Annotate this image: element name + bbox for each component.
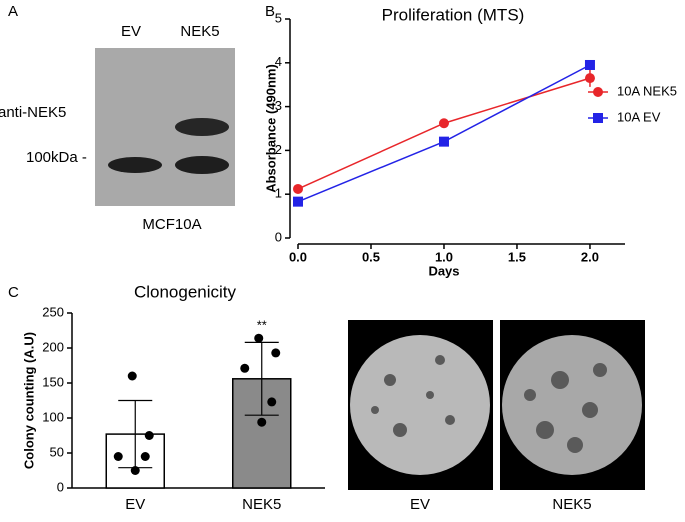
data-point: [254, 333, 264, 343]
data-point: [127, 371, 137, 381]
legend-label: 10A NEK5: [617, 83, 677, 98]
point: [584, 73, 595, 84]
panel-letter: B: [265, 3, 275, 20]
chart-title: Proliferation (MTS): [382, 5, 525, 24]
significance: **: [257, 317, 267, 332]
colonies: [371, 355, 607, 453]
series-line: [297, 64, 591, 203]
y-tick-label: 2: [275, 142, 282, 157]
y-axis-title: Absorbance (490nm): [263, 64, 278, 193]
data-point: [140, 452, 150, 461]
legend-marker: [593, 87, 603, 97]
legend-label: 10A EV: [617, 109, 661, 124]
y-tick-label: 4: [275, 54, 282, 69]
point: [438, 118, 449, 129]
blot-band: [175, 156, 229, 174]
colony-dish: [350, 335, 490, 475]
data-point: [257, 417, 267, 427]
series-line: [297, 77, 591, 190]
y-tick-label: 150: [42, 374, 64, 389]
x-tick-label: 0.0: [289, 249, 307, 264]
image-label: NEK5: [552, 496, 591, 513]
y-tick-label: 250: [42, 304, 64, 319]
y-tick-label: 3: [275, 98, 282, 113]
data-point: [267, 397, 277, 407]
y-tick-label: 5: [275, 10, 282, 25]
point: [293, 196, 303, 207]
marker-label: 100kDa -: [26, 149, 87, 166]
lane-label: NEK5: [180, 23, 219, 40]
y-tick-label: 100: [42, 409, 64, 424]
point: [584, 59, 595, 70]
data-point: [113, 452, 123, 461]
x-tick-label: 0.5: [362, 249, 380, 264]
data-point: [240, 363, 250, 373]
y-tick-label: 50: [50, 444, 64, 459]
blot-band: [108, 157, 162, 173]
x-tick-label: 1.0: [435, 249, 453, 264]
x-tick-label: 2.0: [581, 249, 599, 264]
y-tick-label: 1: [275, 186, 282, 201]
x-tick-label: EV: [125, 496, 145, 513]
antibody-label: anti-NEK5: [0, 104, 66, 121]
legend-marker: [593, 113, 603, 123]
y-tick-label: 0: [275, 229, 282, 244]
data-point: [271, 348, 281, 358]
panel-letter: A: [8, 3, 18, 20]
y-tick-label: 0: [57, 479, 64, 494]
x-tick-label: NEK5: [242, 496, 281, 513]
image-label: EV: [410, 496, 430, 513]
colony-dish: [502, 335, 642, 475]
panel-letter: C: [8, 284, 19, 301]
data-point: [144, 431, 154, 440]
point: [293, 183, 303, 194]
data-point: [130, 466, 140, 475]
y-axis-title: Colony counting (A.U): [21, 332, 36, 469]
point: [438, 136, 449, 147]
cell-line-label: MCF10A: [142, 216, 201, 233]
blot-band: [175, 118, 229, 136]
y-tick-label: 200: [42, 339, 64, 354]
lane-label: EV: [121, 23, 141, 40]
x-axis-title: Days: [428, 263, 459, 278]
chart-title: Clonogenicity: [134, 282, 237, 301]
x-tick-label: 1.5: [508, 249, 526, 264]
